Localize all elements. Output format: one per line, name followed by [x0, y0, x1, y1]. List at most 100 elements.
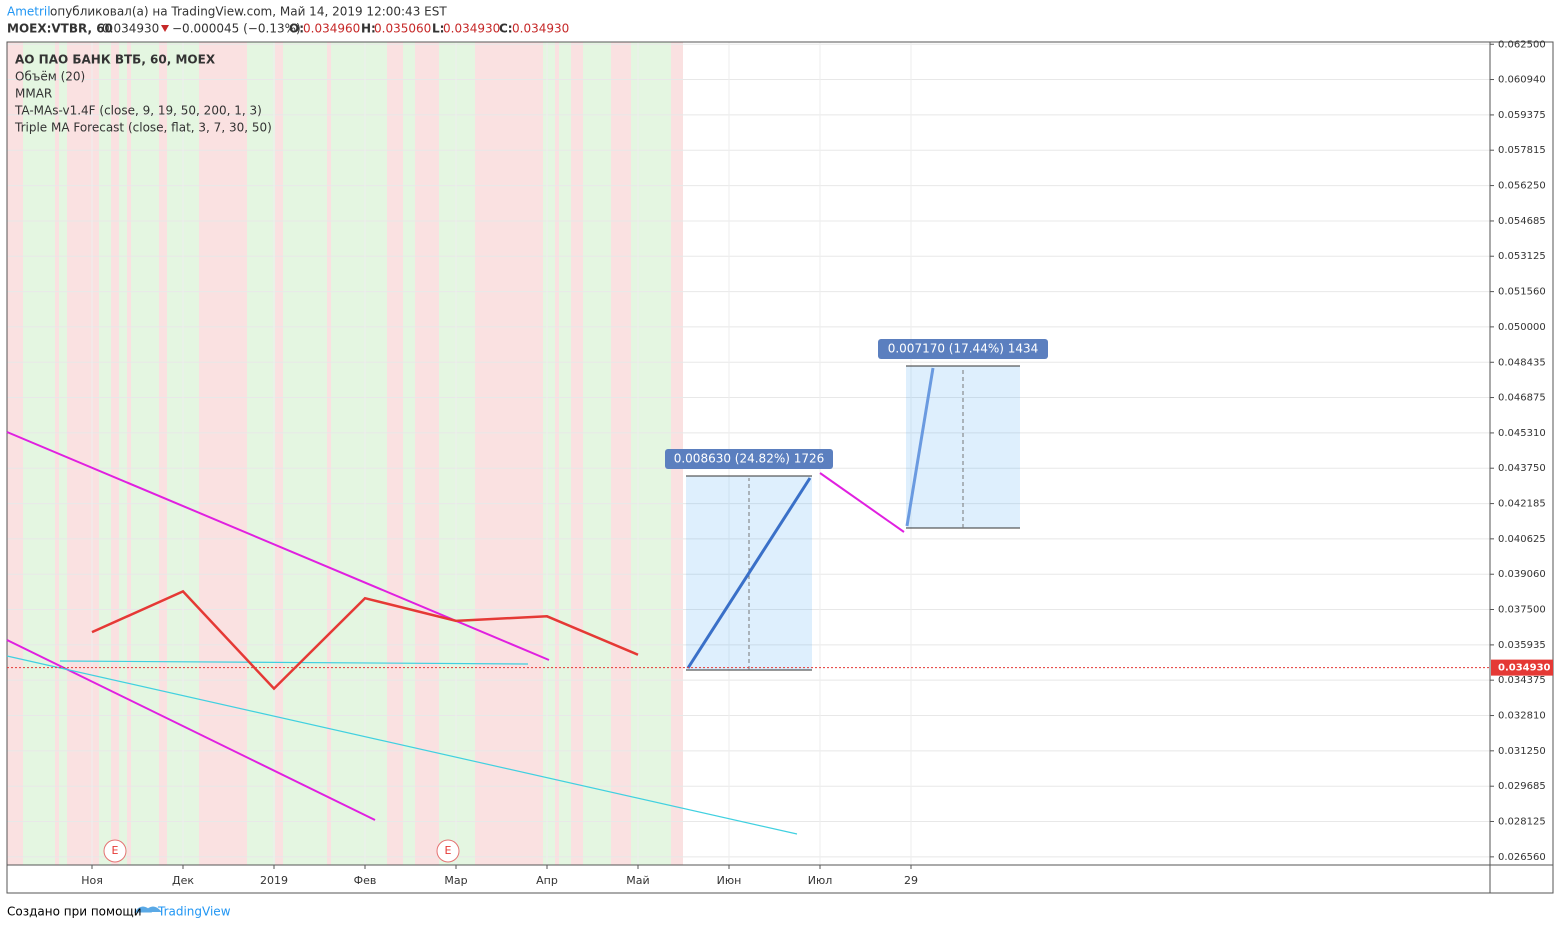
session-stripe	[571, 42, 575, 865]
session-stripe	[151, 42, 155, 865]
session-stripe	[519, 42, 523, 865]
session-stripe	[171, 42, 175, 865]
session-stripe	[359, 42, 363, 865]
session-stripe	[67, 42, 71, 865]
session-stripe	[367, 42, 371, 865]
o-label: O:	[289, 22, 304, 36]
session-stripe	[63, 42, 67, 865]
session-stripe	[251, 42, 255, 865]
session-stripe	[507, 42, 511, 865]
session-stripe	[203, 42, 207, 865]
session-stripe	[543, 42, 547, 865]
last: 0.034930	[102, 22, 159, 36]
annotation: 0.008630 (24.82%) 1726	[674, 452, 825, 466]
session-stripe	[195, 42, 199, 865]
author[interactable]: Ametril	[7, 5, 51, 19]
session-stripe	[75, 42, 79, 865]
session-stripe	[159, 42, 163, 865]
session-stripe	[491, 42, 495, 865]
annotation-box	[878, 339, 1048, 359]
session-stripe	[155, 42, 159, 865]
session-stripe	[623, 42, 627, 865]
session-stripe	[183, 42, 187, 865]
indicator: TA-MAs-v1.4F (close, 9, 19, 50, 200, 1, …	[14, 104, 262, 118]
session-stripe	[595, 42, 599, 865]
session-stripe	[503, 42, 507, 865]
session-stripe	[487, 42, 491, 865]
session-stripe	[303, 42, 307, 865]
session-stripe	[79, 42, 83, 865]
last-price-box	[1491, 659, 1553, 676]
session-stripe	[347, 42, 351, 865]
session-stripe	[583, 42, 587, 865]
session-stripe	[311, 42, 315, 865]
session-stripe	[395, 42, 399, 865]
y-tick-label: 0.060940	[1498, 75, 1546, 86]
session-stripe	[435, 42, 439, 865]
session-stripe	[179, 42, 183, 865]
y-tick-label: 0.042185	[1498, 499, 1546, 510]
session-stripes	[7, 42, 683, 865]
session-stripe	[295, 42, 299, 865]
session-stripe	[575, 42, 579, 865]
x-tick-label: 29	[904, 874, 918, 887]
session-stripe	[619, 42, 623, 865]
indicator: Triple MA Forecast (close, flat, 3, 7, 3…	[14, 121, 272, 135]
session-stripe	[283, 42, 287, 865]
h: 0.035060	[374, 22, 431, 36]
session-stripe	[215, 42, 219, 865]
y-tick-label: 0.031250	[1498, 746, 1546, 757]
earnings-mark[interactable]	[103, 839, 127, 863]
session-stripe	[279, 42, 283, 865]
session-stripe	[39, 42, 43, 865]
session-stripe	[443, 42, 447, 865]
x-tick-label: Мар	[444, 874, 467, 887]
c: 0.034930	[512, 22, 569, 36]
session-stripe	[343, 42, 347, 865]
session-stripe	[419, 42, 423, 865]
earnings-mark[interactable]	[436, 839, 460, 863]
session-stripe	[579, 42, 583, 865]
y-tick-label: 0.039060	[1498, 569, 1546, 580]
session-stripe	[447, 42, 451, 865]
session-stripe	[391, 42, 395, 865]
session-stripe	[131, 42, 135, 865]
session-stripe	[119, 42, 123, 865]
session-stripe	[591, 42, 595, 865]
session-stripe	[647, 42, 651, 865]
annotation-box	[665, 449, 833, 469]
session-stripe	[451, 42, 455, 865]
session-stripe	[599, 42, 603, 865]
y-tick-label: 0.029685	[1498, 781, 1546, 792]
session-stripe	[11, 42, 15, 865]
symbol: MOEX:VTBR, 60	[7, 22, 113, 36]
session-stripe	[323, 42, 327, 865]
session-stripe	[31, 42, 35, 865]
session-stripe	[23, 42, 27, 865]
published: опубликовал(а) на TradingView.com, Май 1…	[50, 5, 447, 19]
projection	[905, 367, 935, 527]
footer-brand[interactable]: TradingView	[157, 905, 231, 919]
session-stripe	[299, 42, 303, 865]
y-tick-label: 0.043750	[1498, 463, 1546, 474]
session-stripe	[7, 42, 11, 865]
session-stripe	[187, 42, 191, 865]
session-stripe	[639, 42, 643, 865]
session-stripe	[567, 42, 571, 865]
trend-line	[6, 655, 798, 835]
session-stripe	[351, 42, 355, 865]
session-stripe	[551, 42, 555, 865]
session-stripe	[191, 42, 195, 865]
grid	[7, 42, 1490, 865]
session-stripe	[611, 42, 615, 865]
annotation: 0.007170 (17.44%) 1434	[888, 342, 1039, 356]
session-stripe	[135, 42, 139, 865]
session-stripe	[271, 42, 275, 865]
y-tick-label: 0.054685	[1498, 216, 1546, 227]
brand-logo	[133, 906, 162, 913]
session-stripe	[607, 42, 611, 865]
session-stripe	[455, 42, 459, 865]
session-stripe	[495, 42, 499, 865]
session-stripe	[59, 42, 63, 865]
